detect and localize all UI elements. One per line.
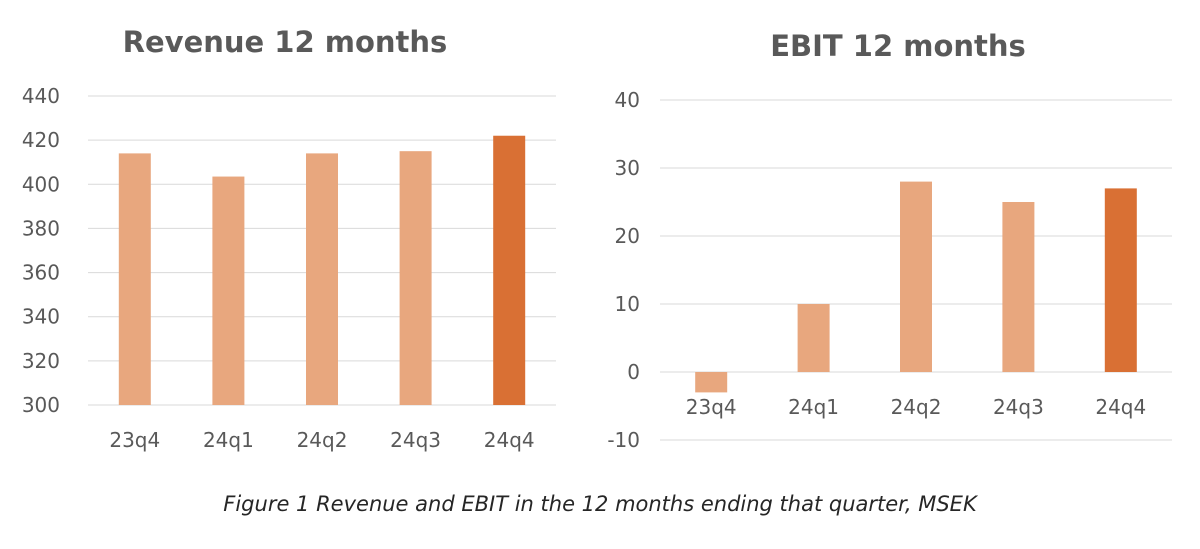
revenue-category-label: 24q3 bbox=[390, 428, 441, 452]
revenue-category-label: 24q4 bbox=[484, 428, 535, 452]
revenue-chart: Revenue 12 months 440 420 400 380 360 340 320 3… bbox=[22, 25, 556, 452]
ebit-bar-24q4 bbox=[1104, 188, 1137, 372]
revenue-category-label: 24q2 bbox=[297, 428, 348, 452]
ebit-category-label: 24q3 bbox=[993, 395, 1044, 419]
revenue-ytick-label: 380 bbox=[22, 216, 60, 240]
revenue-bar-24q4 bbox=[493, 135, 526, 405]
ebit-category-label: 23q4 bbox=[686, 395, 737, 419]
ebit-bar-24q2 bbox=[900, 181, 932, 372]
revenue-ytick-label: 420 bbox=[22, 128, 60, 152]
ebit-ytick-label: 20 bbox=[615, 224, 640, 248]
ebit-ytick-label: 30 bbox=[615, 156, 640, 180]
revenue-bar-23q4 bbox=[118, 153, 151, 405]
revenue-category-label: 23q4 bbox=[109, 428, 160, 452]
revenue-ytick-label: 320 bbox=[22, 349, 60, 373]
revenue-ytick-label: 360 bbox=[22, 261, 60, 285]
ebit-bar-23q4 bbox=[695, 372, 728, 393]
revenue-bar-24q3 bbox=[399, 151, 432, 405]
ebit-chart: EBIT 12 months 40 30 20 10 0 -10 23q4 24q1 24q2 2… bbox=[607, 29, 1172, 452]
ebit-ytick-label: 0 bbox=[627, 360, 640, 384]
revenue-bar-24q1 bbox=[212, 176, 245, 405]
ebit-category-label: 24q1 bbox=[788, 395, 839, 419]
revenue-ytick-label: 440 bbox=[22, 84, 60, 108]
ebit-category-label: 24q4 bbox=[1095, 395, 1146, 419]
ebit-category-label: 24q2 bbox=[891, 395, 942, 419]
revenue-ytick-label: 300 bbox=[22, 393, 60, 417]
ebit-ytick-label: 40 bbox=[615, 88, 640, 112]
revenue-category-label: 24q1 bbox=[203, 428, 254, 452]
ebit-ytick-label: 10 bbox=[615, 292, 640, 316]
revenue-ytick-label: 400 bbox=[22, 172, 60, 196]
revenue-bar-24q2 bbox=[306, 153, 338, 405]
ebit-bar-24q3 bbox=[1002, 202, 1035, 372]
ebit-chart-title: EBIT 12 months bbox=[770, 29, 1026, 63]
revenue-chart-title: Revenue 12 months bbox=[123, 25, 448, 59]
figure-caption: Figure 1 Revenue and EBIT in the 12 mont… bbox=[223, 492, 977, 516]
ebit-ytick-label: -10 bbox=[607, 428, 640, 452]
ebit-bar-24q1 bbox=[797, 304, 830, 372]
revenue-ytick-label: 340 bbox=[22, 305, 60, 329]
